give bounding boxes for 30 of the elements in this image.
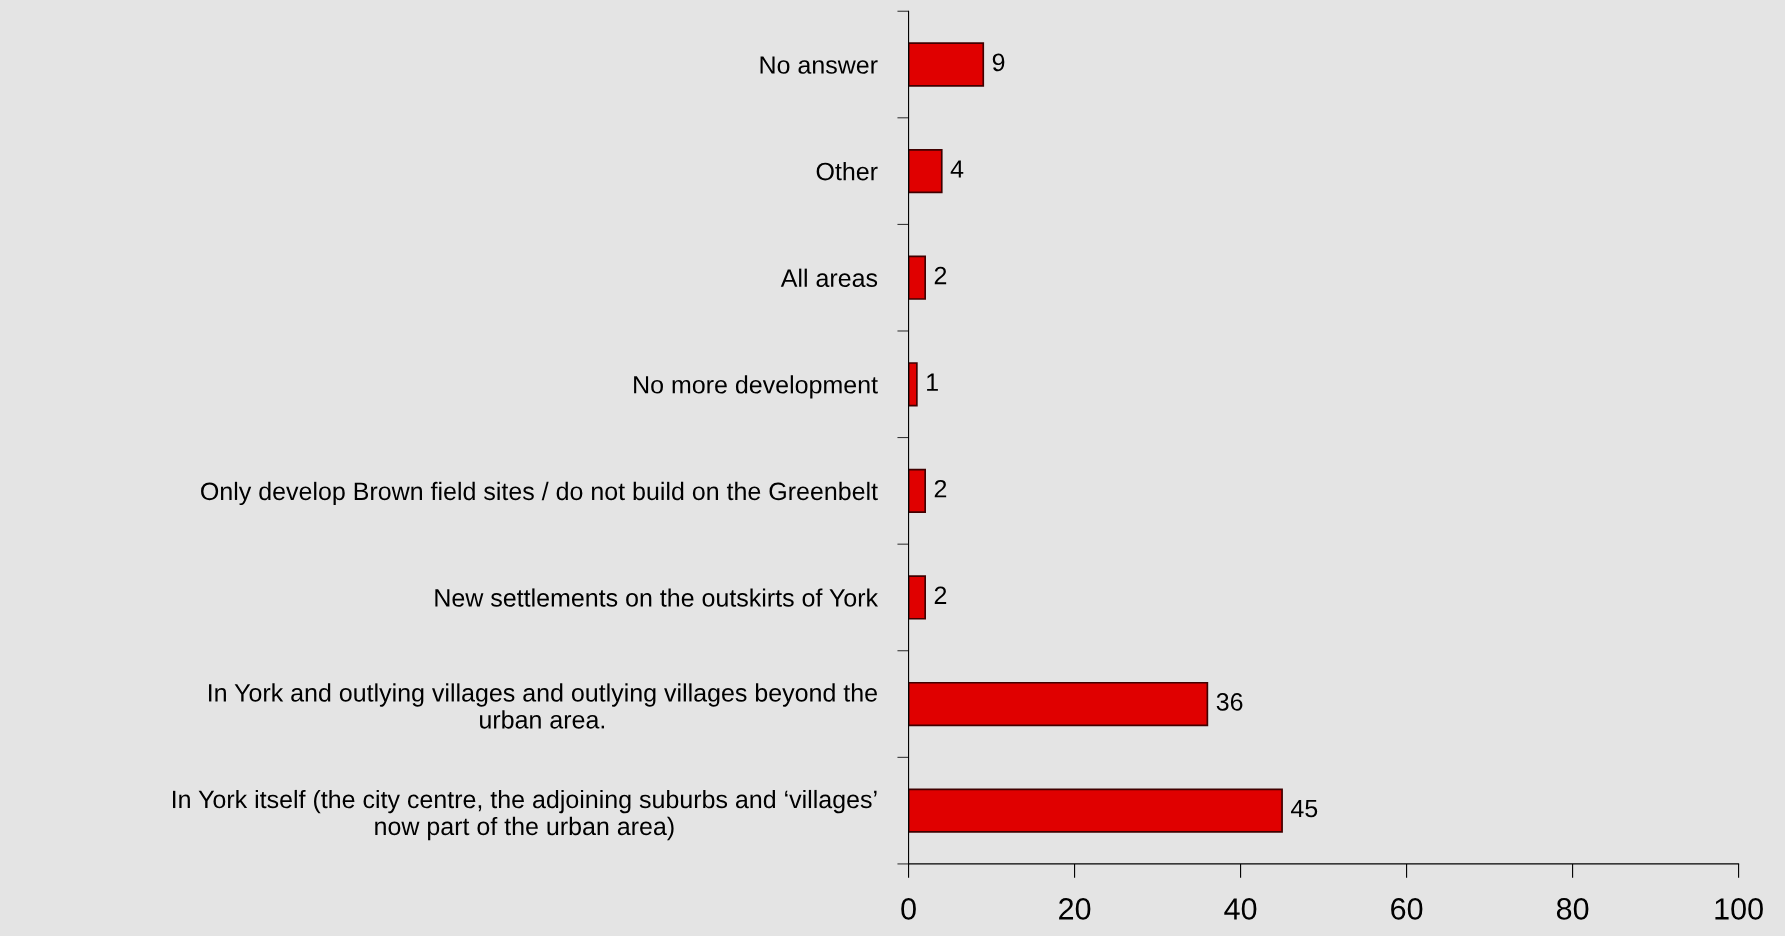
bar [908, 255, 927, 300]
data-label: 36 [1216, 693, 1243, 711]
y-tick-label: No more development [634, 375, 878, 399]
x-tick-label: 0 [901, 898, 916, 920]
bar [908, 788, 1283, 833]
y-tick-label: In York and outlying villages and outlying villages beyond the urban area. [209, 683, 877, 729]
data-label: 4 [950, 160, 964, 178]
x-tick-label: 60 [1391, 898, 1423, 920]
data-label: 45 [1290, 799, 1318, 818]
y-tick-label: New settlements on the outskirts of York [435, 588, 879, 607]
x-tick-label: 20 [1059, 898, 1091, 920]
data-label: 1 [927, 373, 938, 391]
bar [908, 362, 918, 407]
data-label: 2 [934, 479, 947, 498]
bar [908, 575, 927, 620]
data-label: 2 [934, 586, 947, 604]
y-tick-label: All areas [780, 268, 878, 287]
y-tick-label: No answer [760, 56, 878, 74]
y-tick-label: In York itself (the city centre, the adjoining suburbs and ‘villages’ now part of the urban area) [172, 789, 877, 841]
bar [908, 148, 943, 194]
bar [908, 468, 927, 514]
x-tick-label: 80 [1556, 898, 1589, 920]
bar [908, 681, 1209, 727]
data-label: 2 [934, 266, 947, 285]
x-tick-label: 40 [1224, 898, 1257, 920]
bar [908, 42, 985, 87]
y-tick-label: Other [816, 162, 878, 181]
x-tick-label: 100 [1715, 898, 1763, 920]
y-tick-label: Only develop Brown field sites / do not build on the Greenbelt [201, 481, 878, 506]
data-label: 9 [992, 53, 1005, 72]
